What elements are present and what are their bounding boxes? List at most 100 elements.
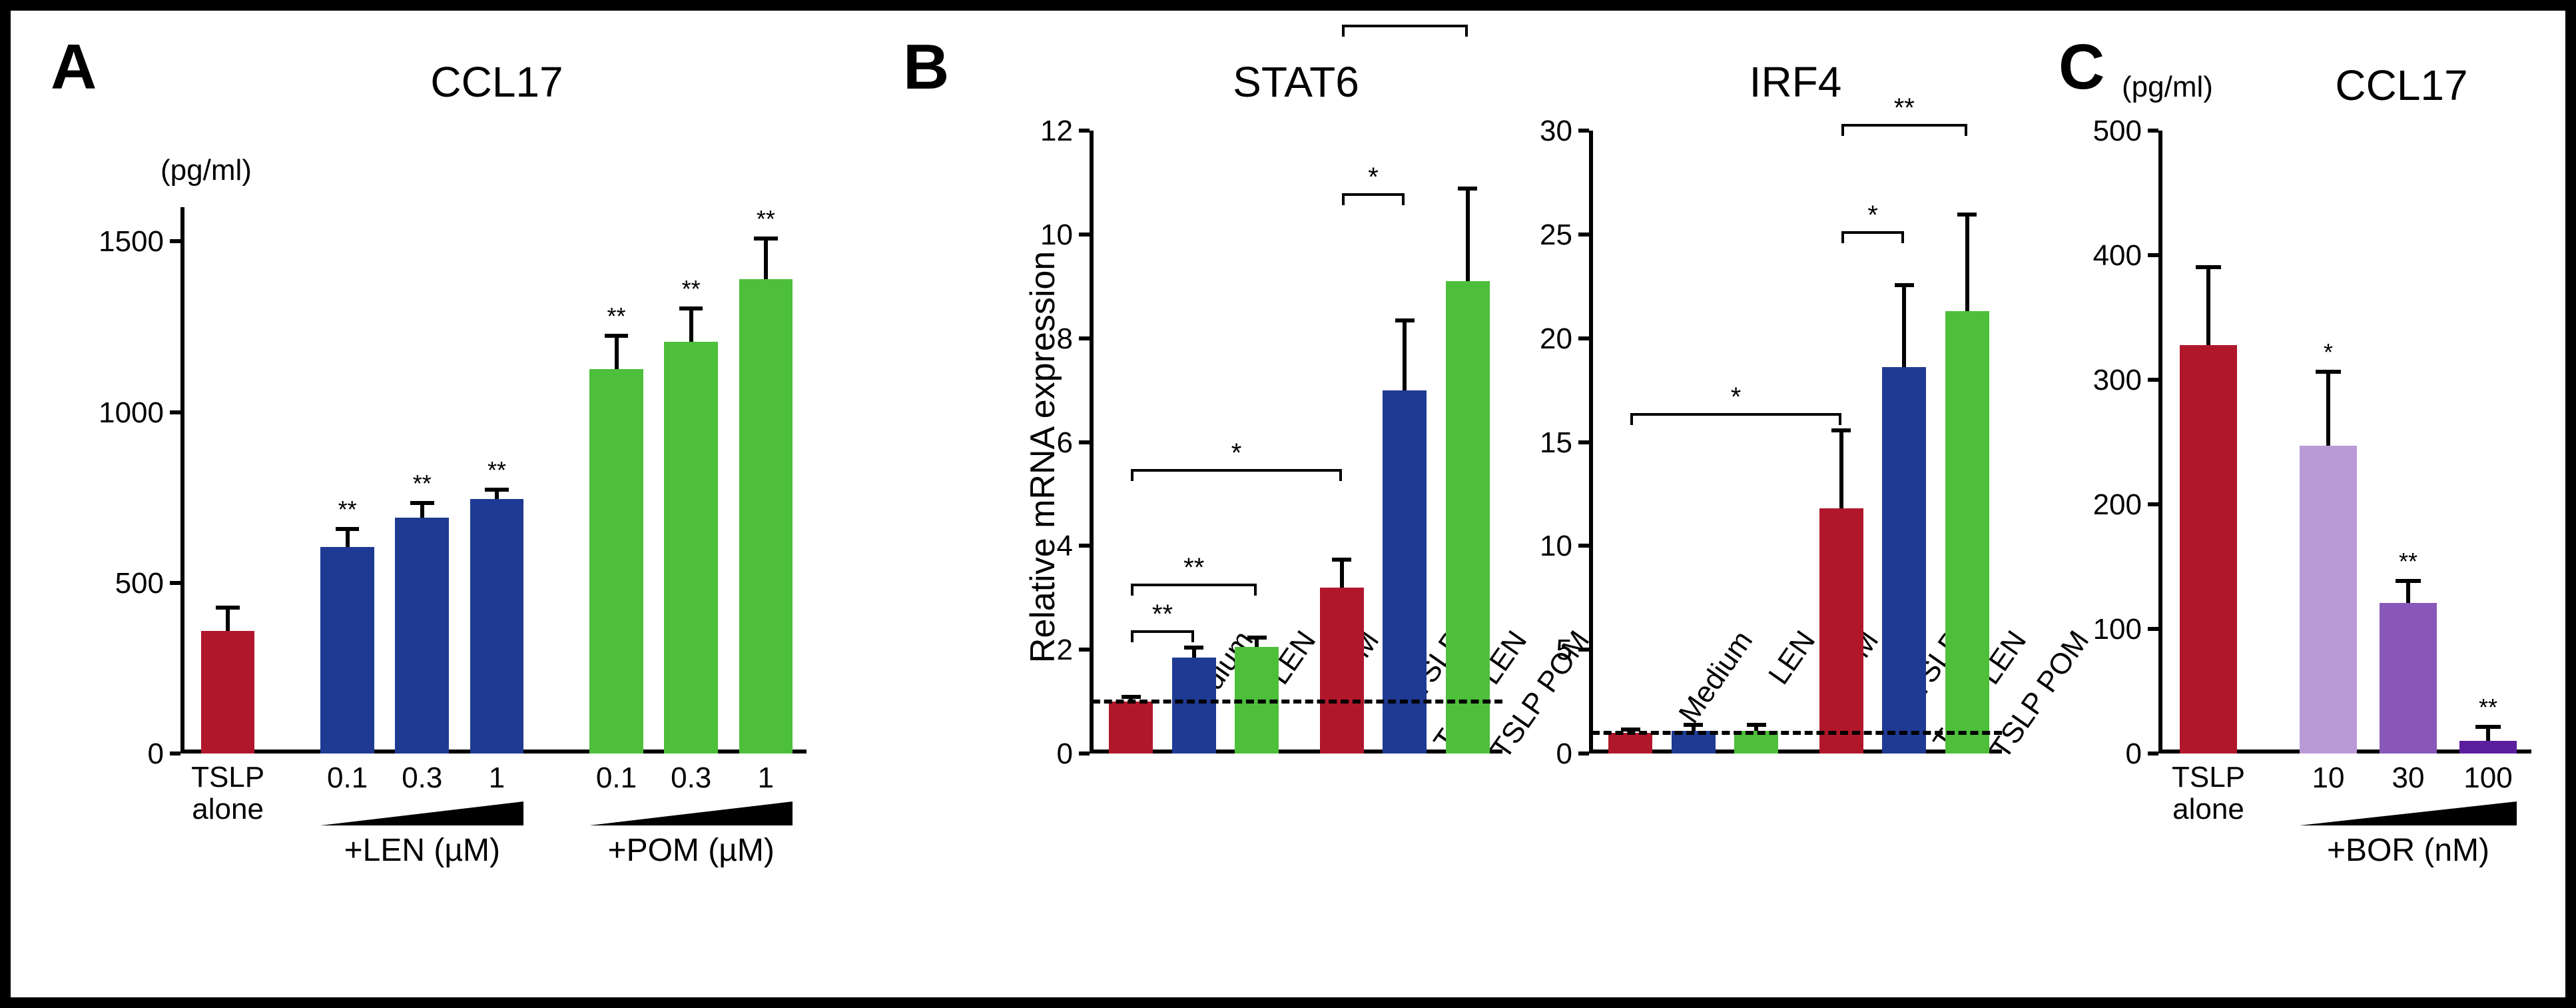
sig-bracket <box>1342 25 1468 27</box>
error-cap <box>2396 579 2421 583</box>
error-cap <box>1831 428 1851 432</box>
sig-bracket <box>1841 124 1967 127</box>
significance-marker: ** <box>589 304 643 328</box>
error-cap <box>216 606 240 610</box>
error-bar <box>2406 580 2410 603</box>
baseline-dashed <box>1092 700 1502 704</box>
x-tick-label: 10 <box>2293 761 2364 795</box>
error-bar <box>1403 320 1407 390</box>
panel-c-title: CCL17 <box>2255 61 2548 110</box>
y-tick <box>2148 253 2158 257</box>
error-bar <box>2206 266 2210 345</box>
significance-marker: ** <box>2459 696 2517 720</box>
sig-bracket-leg <box>1839 413 1841 425</box>
error-bar <box>764 238 768 279</box>
y-tick <box>2148 129 2158 133</box>
error-cap <box>2475 725 2501 729</box>
significance-marker: ** <box>664 277 718 301</box>
y-tick-label: 200 <box>2059 488 2142 522</box>
panel-b-label: B <box>903 31 949 104</box>
x-tick-label: 1 <box>733 761 800 795</box>
y-tick <box>1578 544 1589 548</box>
x-tick-label: 30 <box>2373 761 2443 795</box>
significance-marker: ** <box>320 498 374 522</box>
bar <box>2300 446 2357 754</box>
y-tick-label: 15 <box>1489 426 1572 460</box>
bar <box>2380 603 2437 754</box>
error-bar <box>689 308 693 342</box>
sig-bracket-star: * <box>1710 384 1763 410</box>
sig-bracket-leg <box>1342 25 1345 37</box>
sig-bracket <box>1131 584 1257 586</box>
y-tick <box>1578 129 1589 133</box>
error-cap <box>1332 558 1351 562</box>
error-bar <box>615 335 619 369</box>
bar <box>1945 311 1989 754</box>
dose-wedge-icon <box>2300 800 2517 827</box>
y-tick-label: 25 <box>1489 219 1572 252</box>
sig-bracket-leg <box>1465 25 1468 37</box>
sig-bracket-star: ** <box>1877 95 1931 121</box>
panel-b-irf4-plot: 051015202530MediumLENPOMTSLPTSLP LENTSLP… <box>1589 131 2002 754</box>
dose-wedge-icon <box>589 800 793 827</box>
error-cap <box>605 334 629 338</box>
y-tick <box>2148 752 2158 756</box>
sig-bracket <box>1630 413 1841 416</box>
group-label: +LEN (µM) <box>314 832 530 869</box>
sig-bracket-leg <box>1841 231 1844 243</box>
y-tick-label: 100 <box>2059 613 2142 646</box>
group-label: +BOR (nM) <box>2293 832 2523 869</box>
y-tick-label: 400 <box>2059 239 2142 272</box>
significance-marker: ** <box>2380 550 2437 574</box>
error-cap <box>1122 695 1141 699</box>
significance-marker: ** <box>739 207 793 231</box>
x-tick-label: 0.1 <box>314 761 381 795</box>
error-bar <box>1340 559 1344 588</box>
panel-b-irf4-title: IRF4 <box>1589 57 2002 107</box>
bar <box>201 631 255 754</box>
x-tick-label: 0.1 <box>583 761 650 795</box>
bar <box>664 342 718 754</box>
bar <box>395 518 449 754</box>
x-tick-label: 1 <box>464 761 531 795</box>
panel-b-stat6-title: STAT6 <box>1090 57 1502 107</box>
sig-bracket-leg <box>1630 413 1633 425</box>
y-tick-label: 1000 <box>81 396 164 430</box>
x-tick-label: 0.3 <box>388 761 456 795</box>
y-axis <box>2158 131 2162 754</box>
sig-bracket-star: ** <box>1167 554 1221 581</box>
sig-bracket-leg <box>1402 193 1405 205</box>
error-cap <box>1247 636 1267 640</box>
group-label: +POM (µM) <box>583 832 799 869</box>
y-tick <box>1079 752 1090 756</box>
sig-bracket <box>1841 231 1904 234</box>
error-cap <box>1895 283 1914 287</box>
y-tick <box>170 239 180 243</box>
significance-marker: ** <box>395 472 449 496</box>
error-cap <box>336 527 360 531</box>
significance-marker: * <box>2300 340 2357 364</box>
sig-bracket-star: ** <box>1135 601 1189 628</box>
bar <box>2459 741 2517 754</box>
y-tick-label: 0 <box>1489 738 1572 771</box>
error-bar <box>2326 371 2330 446</box>
y-tick <box>2148 378 2158 382</box>
y-tick-label: 4 <box>990 530 1073 563</box>
y-tick <box>1578 752 1589 756</box>
dose-wedge-icon <box>320 800 523 827</box>
y-tick-label: 0 <box>990 738 1073 771</box>
error-bar <box>226 607 230 631</box>
bar <box>589 369 643 754</box>
y-axis <box>1090 131 1094 754</box>
error-cap <box>754 237 778 241</box>
y-tick-label: 20 <box>1489 322 1572 356</box>
y-tick-label: 10 <box>1489 530 1572 563</box>
panel-c-label: C <box>2059 31 2104 104</box>
bar <box>470 499 524 754</box>
sig-bracket-leg <box>1342 193 1345 205</box>
bar <box>1819 508 1863 754</box>
panel-b-stat6-plot: 024681012MediumLENPOMTSLPTSLP LENTSLP PO… <box>1090 131 1502 754</box>
y-tick-label: 12 <box>990 115 1073 148</box>
y-tick <box>1578 336 1589 340</box>
error-cap <box>2196 265 2221 269</box>
